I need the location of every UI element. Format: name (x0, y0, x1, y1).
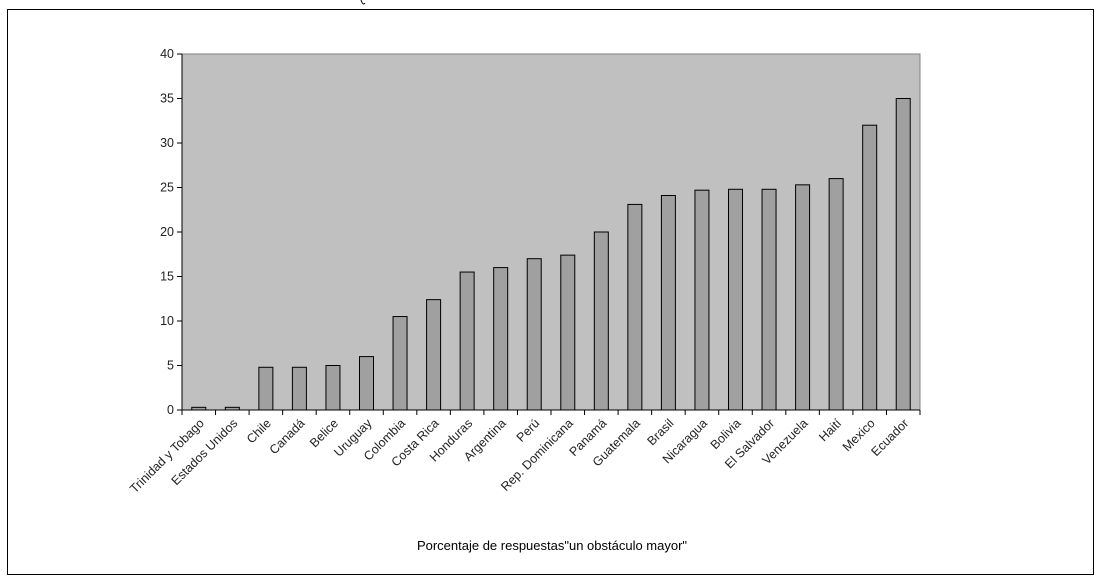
bar (862, 124, 878, 411)
y-tick-label: 40 (160, 47, 174, 61)
y-tick-label: 0 (167, 403, 174, 417)
bar (224, 406, 240, 411)
y-tick-label: 35 (160, 92, 174, 106)
bar (694, 189, 710, 411)
bar (560, 254, 576, 411)
bar (761, 188, 777, 411)
x-tick-label: Perú (514, 416, 543, 445)
bar (895, 98, 911, 411)
bar (426, 299, 442, 411)
bar (191, 406, 207, 411)
y-tick-label: 5 (167, 359, 174, 373)
y-tick-label: 25 (160, 181, 174, 195)
bar (392, 316, 408, 411)
x-axis-title: Porcentaje de respuestas"un obstáculo ma… (417, 538, 687, 553)
y-tick-label: 15 (160, 270, 174, 284)
y-tick-label: 10 (160, 314, 174, 328)
bar (728, 188, 743, 411)
bar (627, 203, 643, 411)
x-tick-label: Haití (816, 416, 844, 444)
y-tick-label: 20 (160, 225, 174, 239)
bar (291, 366, 307, 411)
x-tick-label: Ecuador (869, 416, 912, 459)
bar (258, 366, 274, 411)
bar (459, 271, 475, 411)
bar (795, 184, 811, 411)
y-tick-label: 30 (160, 136, 174, 150)
bar (359, 356, 374, 411)
x-tick-label: Chile (244, 416, 274, 446)
bar (493, 267, 509, 411)
bar (660, 195, 676, 411)
bar (526, 258, 542, 411)
x-tick-label: Canadá (267, 416, 308, 457)
bar (325, 365, 341, 411)
bar (828, 178, 844, 411)
top-edge-mark (360, 0, 366, 5)
bar (593, 231, 609, 411)
